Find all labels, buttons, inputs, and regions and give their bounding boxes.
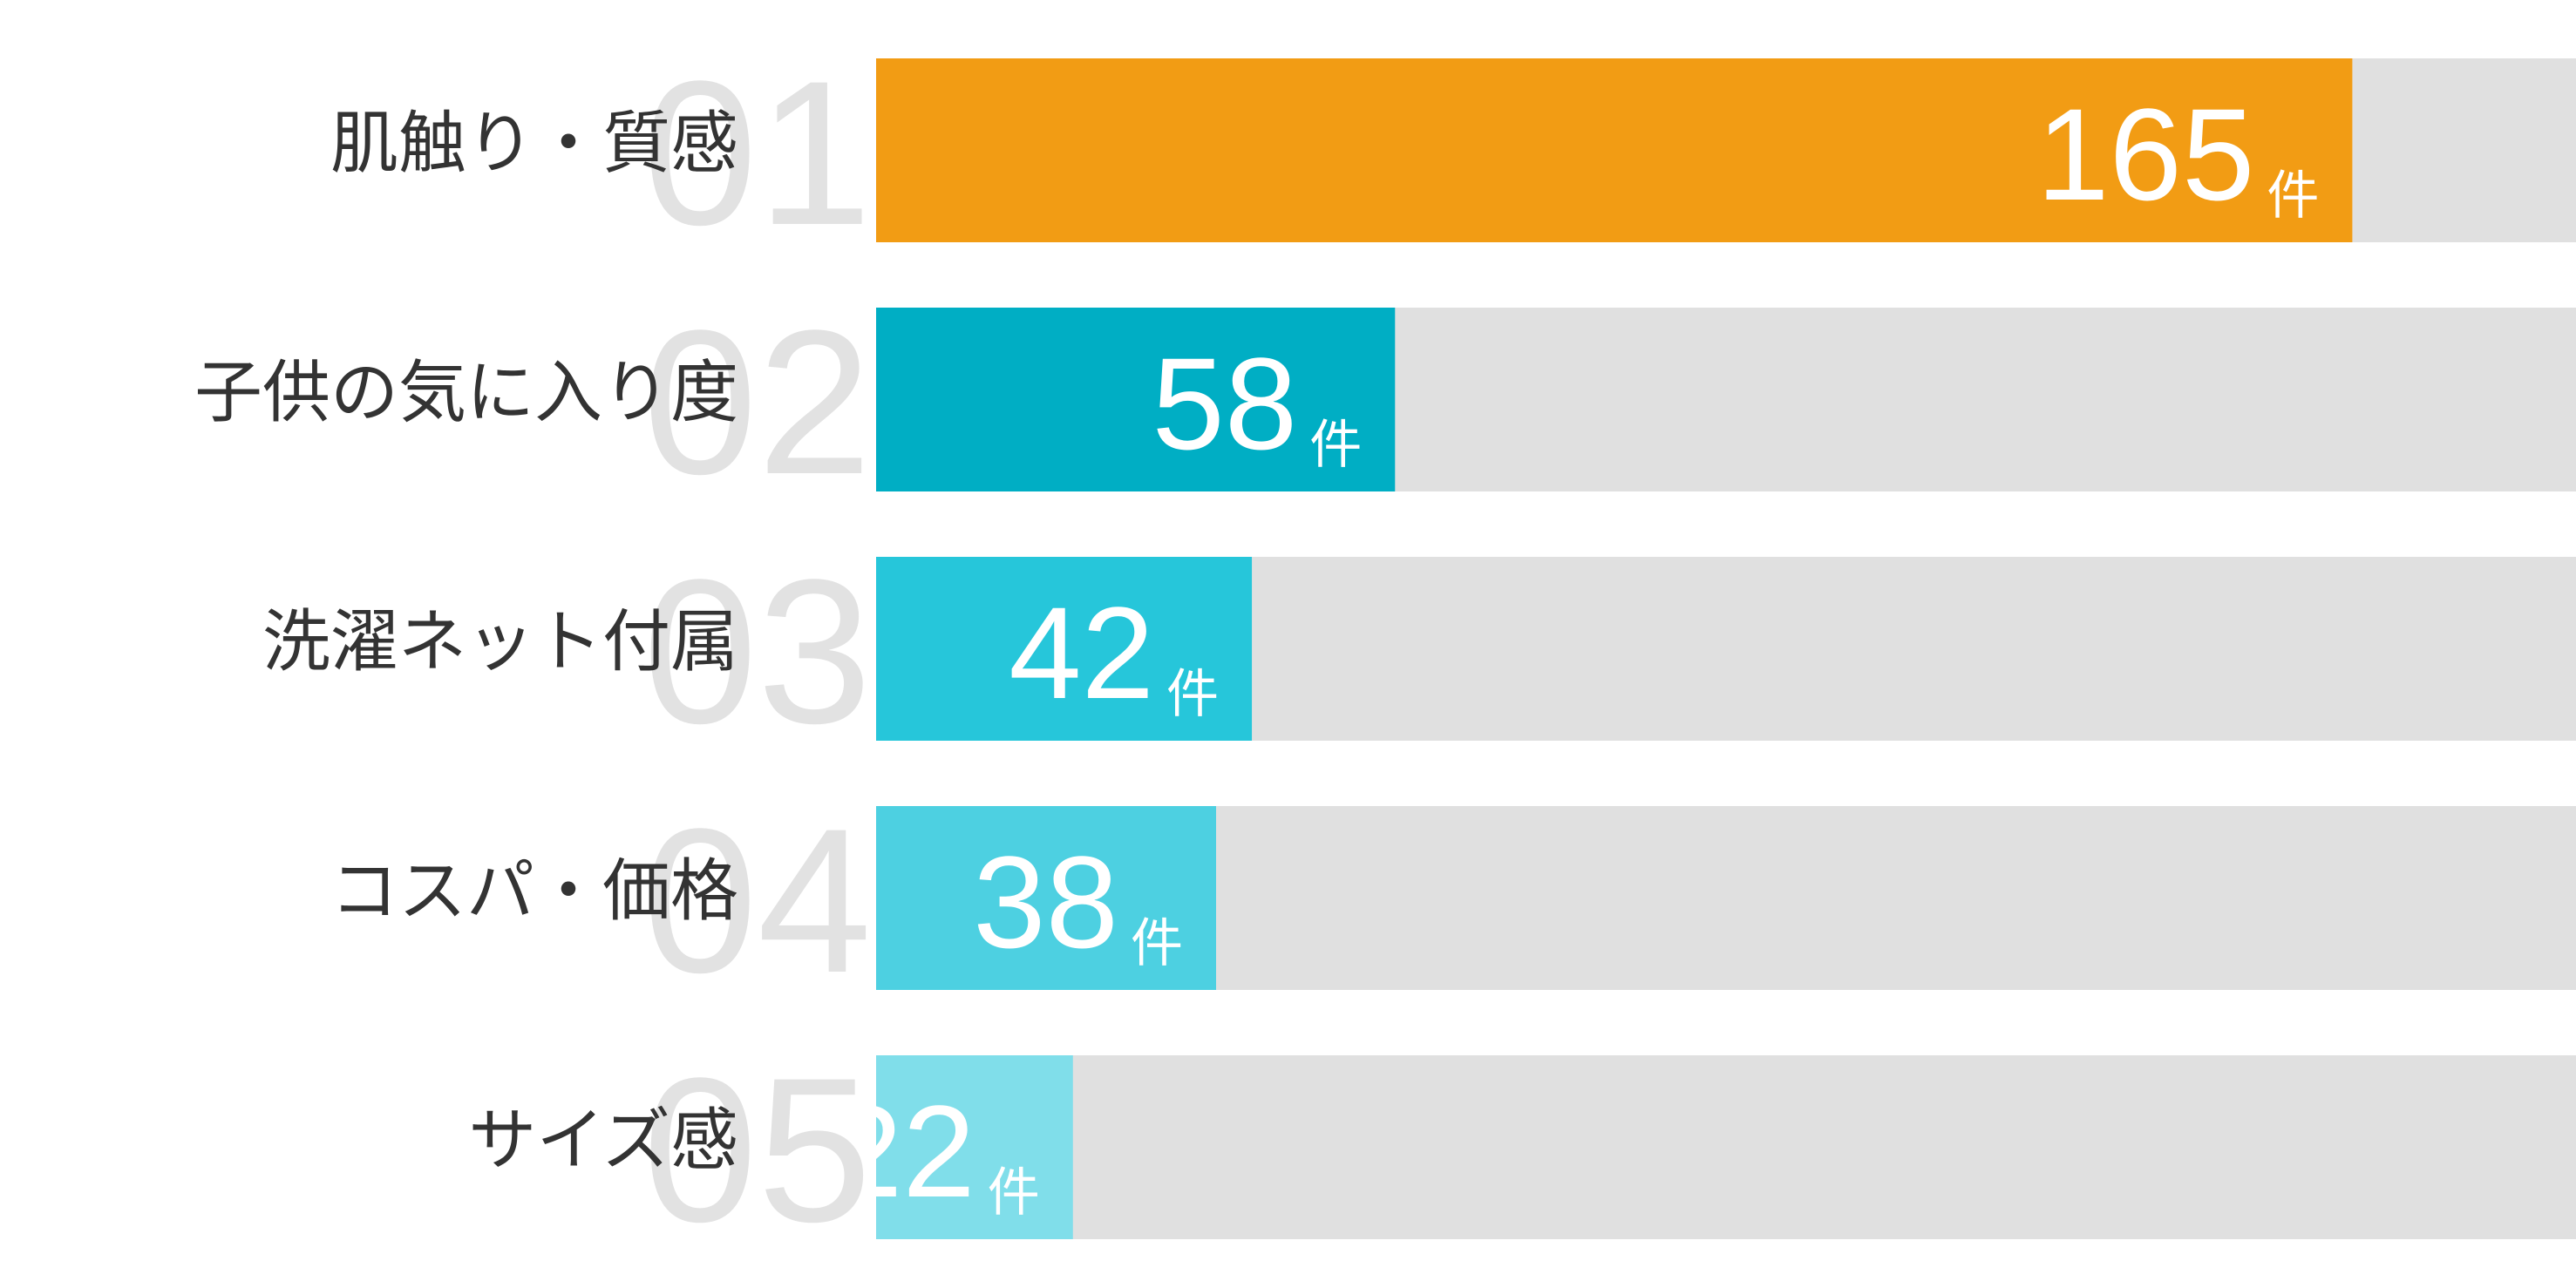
- value-label: 38: [973, 829, 1118, 975]
- rank-number: 05: [642, 1035, 872, 1265]
- category-label: コスパ・価格: [330, 852, 738, 931]
- value-label: 22: [830, 1078, 975, 1224]
- value-label: 58: [1152, 330, 1297, 477]
- value-label-group: 22 件: [830, 1078, 1040, 1224]
- value-unit: 件: [1309, 415, 1362, 476]
- rank-number: 01: [642, 38, 872, 268]
- rank-number: 03: [642, 537, 872, 767]
- value-label: 165: [2036, 81, 2254, 227]
- value-unit: 件: [1166, 664, 1219, 725]
- value-unit: 件: [1131, 913, 1183, 974]
- bar-track: [876, 1055, 2576, 1239]
- bar: [876, 806, 1216, 990]
- bar: [876, 58, 2353, 242]
- category-label: 洗濯ネット付属: [262, 603, 738, 681]
- category-label: 子供の気に入り度: [194, 354, 738, 432]
- category-label: サイズ感: [468, 1101, 738, 1180]
- value-label-group: 38 件: [973, 829, 1183, 975]
- bar: [876, 557, 1253, 741]
- bar: [876, 308, 1396, 491]
- value-unit: 件: [2267, 166, 2319, 227]
- value-label-group: 58 件: [1152, 330, 1362, 477]
- category-label: 肌触り・質感: [330, 105, 738, 183]
- rank-number: 04: [642, 786, 872, 1016]
- rank-number: 02: [642, 288, 872, 518]
- value-unit: 件: [988, 1162, 1040, 1223]
- value-label-group: 42 件: [1009, 580, 1219, 726]
- value-label-group: 165 件: [2036, 81, 2319, 227]
- value-label: 42: [1009, 580, 1154, 726]
- bar: [876, 1055, 1073, 1239]
